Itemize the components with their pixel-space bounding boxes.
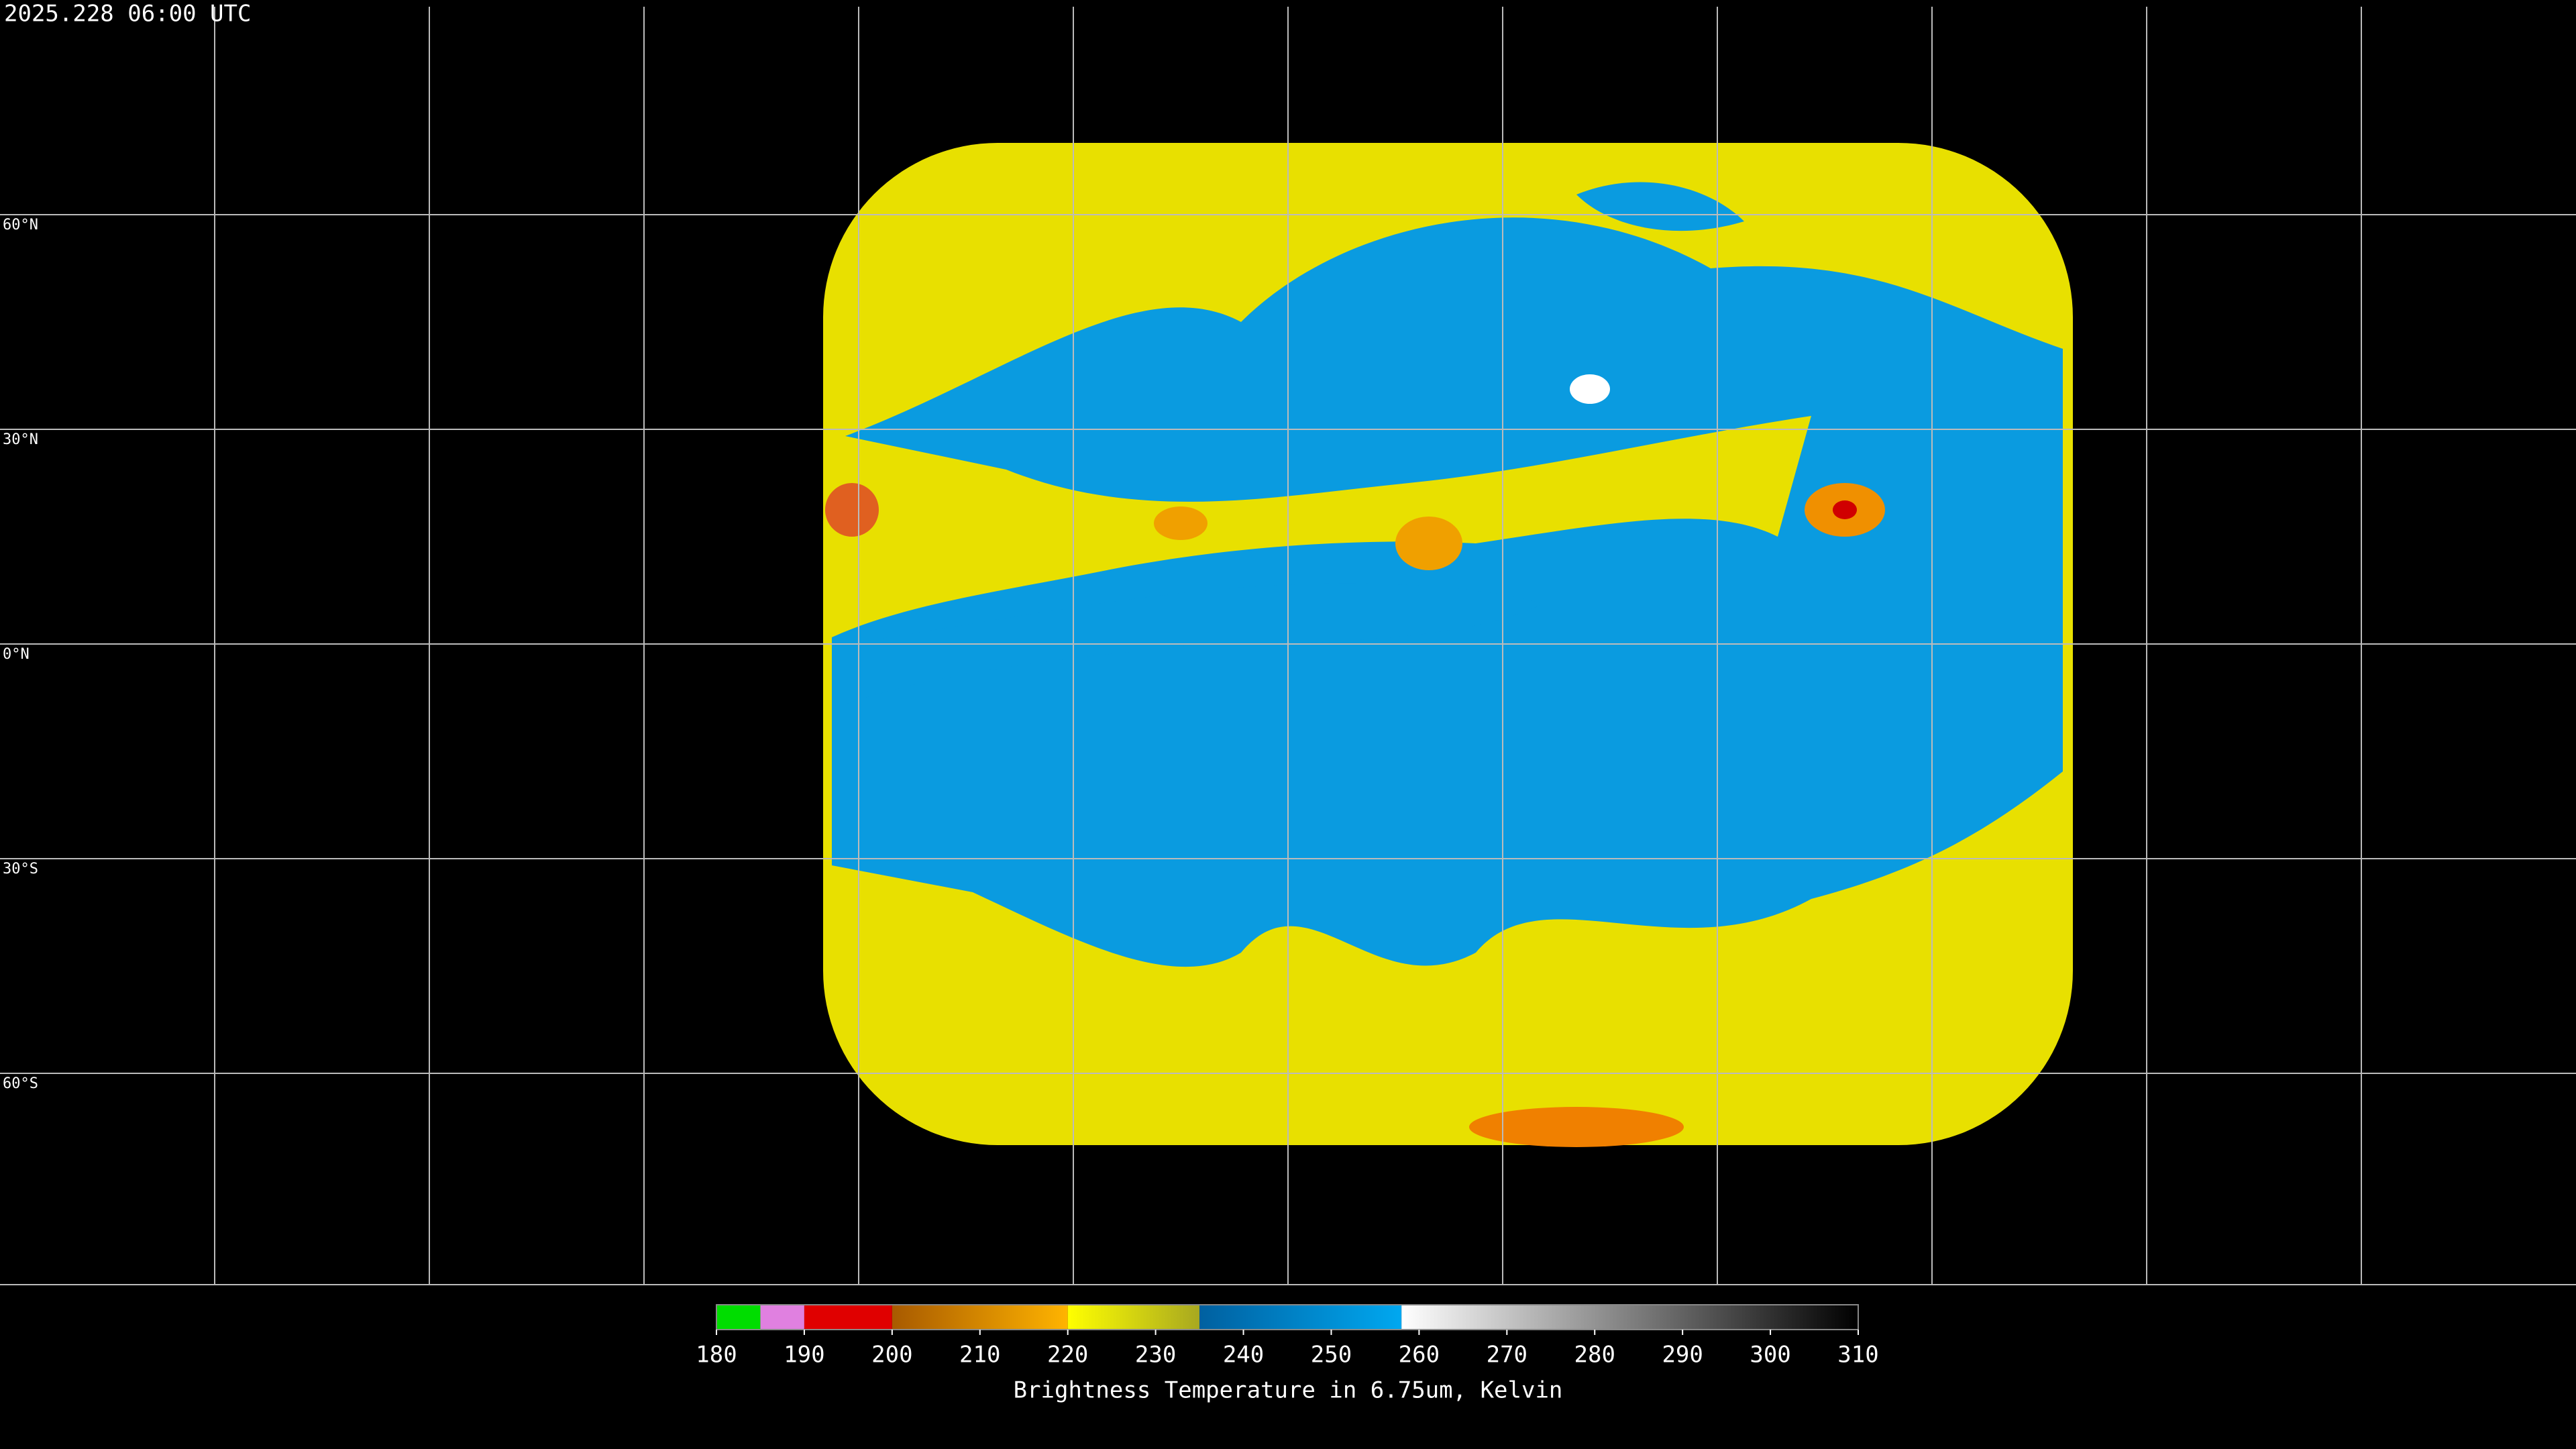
dry-region [1576,182,1744,231]
colorbar-tick-label: 180 [696,1342,737,1368]
colorbar-tick-label: 250 [1311,1342,1352,1368]
colorbar-segment [804,1305,892,1330]
colorbar-segment [892,1305,1068,1330]
colorbar-segment [716,1305,761,1330]
colorbar-tick-label: 190 [784,1342,824,1368]
colorbar-frame [716,1304,1859,1330]
colorbar-label: Brightness Temperature in 6.75um, Kelvin [1014,1377,1563,1404]
colorbar-tick-label: 200 [871,1342,912,1368]
colorbar-tick-label: 280 [1574,1342,1615,1368]
colorbar-segment [1199,1305,1402,1330]
colorbar-segment [1067,1305,1200,1330]
satellite-image [823,143,2073,1147]
colorbar-tick-label: 230 [1135,1342,1176,1368]
colorbar-tick-label: 270 [1487,1342,1527,1368]
timestamp: 2025.228 06:00 UTC [4,1,251,28]
latitude-label: 30°N [3,431,38,448]
latitude-label: 60°N [3,217,38,233]
colorbar-tick-label: 310 [1837,1342,1878,1368]
colorbar-tick-label: 260 [1399,1342,1440,1368]
colorbar-segment [1401,1305,1858,1330]
latitude-label: 0°N [3,646,30,663]
colorbar-tick-label: 240 [1223,1342,1264,1368]
colorbar-tick-label: 220 [1047,1342,1088,1368]
cold-cloud [1469,1107,1684,1147]
cold-cloud [825,483,879,537]
colorbar-tick-label: 210 [959,1342,1000,1368]
latitude-label: 60°S [3,1075,38,1092]
warm-spot [1570,374,1610,404]
graticule: 60°N 30°N 0°N 30°S 60°S [0,7,2576,1285]
cold-cloud [1154,506,1208,540]
colorbar: 180 190 200 210 220 230 240 250 260 270 280 290 300 3… [696,1304,1879,1368]
colorbar-segment [760,1305,804,1330]
cold-cloud [1833,500,1857,519]
colorbar-tick-label: 300 [1750,1342,1790,1368]
colorbar-tick-label: 290 [1662,1342,1703,1368]
latitude-label: 30°S [3,861,38,877]
cold-cloud [1395,517,1462,570]
